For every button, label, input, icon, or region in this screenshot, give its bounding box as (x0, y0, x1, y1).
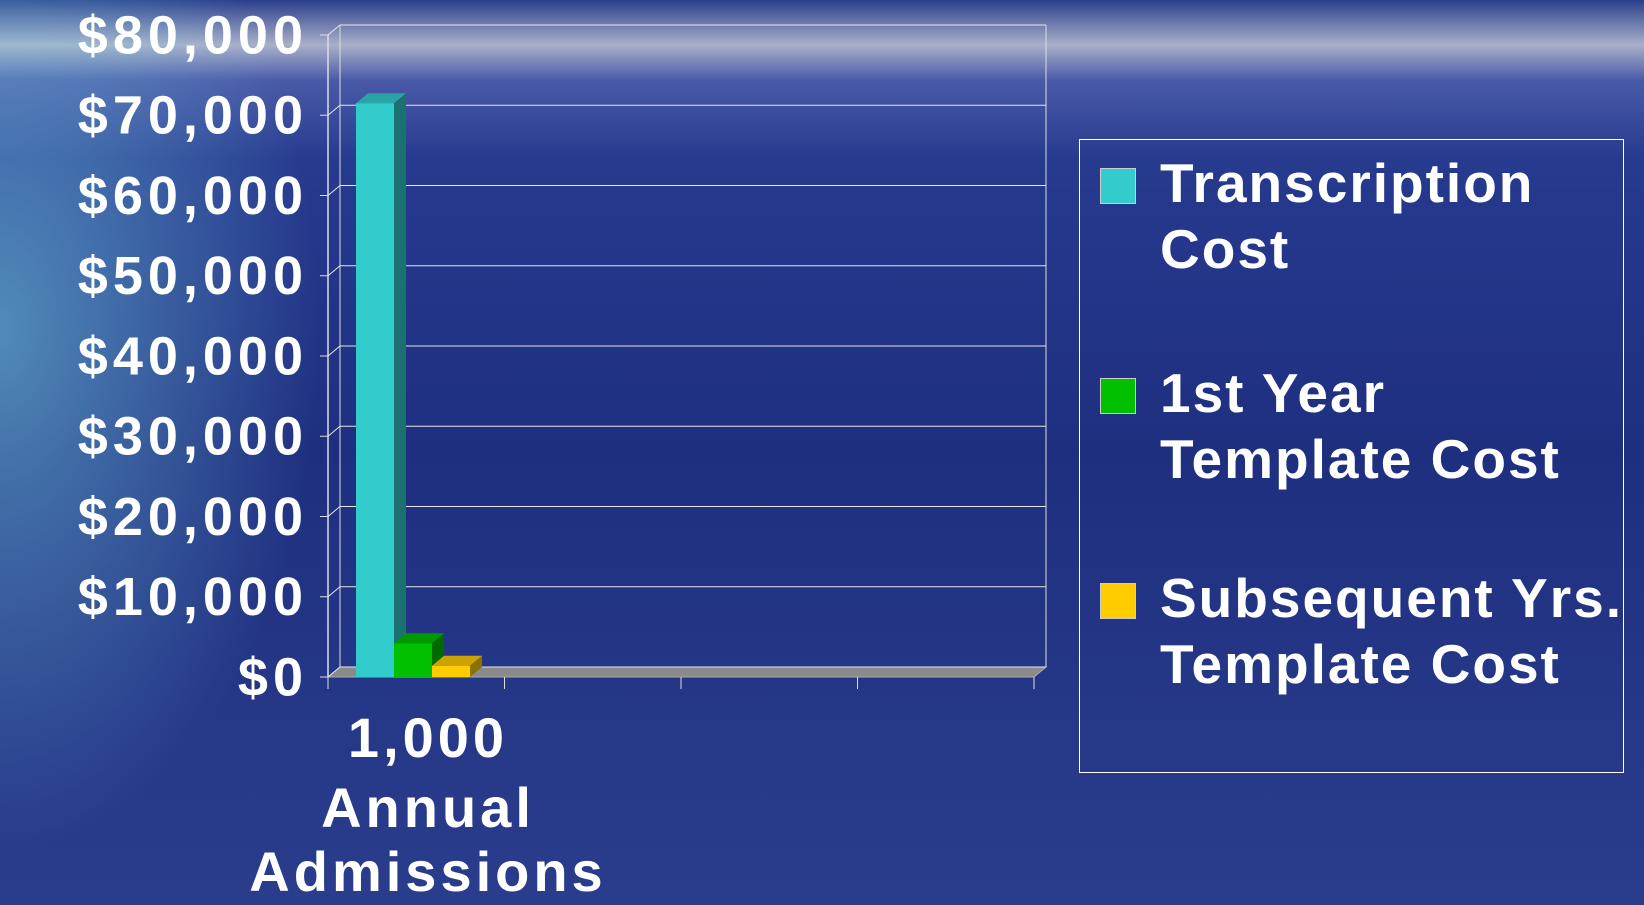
grid-line (327, 666, 341, 678)
y-tick-label: $30,000 (78, 407, 308, 467)
legend-swatch (1100, 583, 1136, 619)
x-axis-label: Annual Admissions (249, 776, 607, 903)
legend-label: 1st Year Template Cost (1160, 362, 1561, 490)
y-tick-label: $50,000 (78, 246, 308, 306)
y-tick-label: $70,000 (78, 86, 308, 146)
bar-side (470, 655, 482, 677)
y-tick-label: $10,000 (78, 567, 308, 627)
y-tick-label: $60,000 (78, 166, 308, 226)
grid-line (327, 104, 341, 116)
y-tick-label: $0 (238, 647, 308, 707)
bar (432, 665, 470, 677)
grid-line (327, 506, 341, 517)
bar-side (394, 93, 406, 677)
grid-line (327, 265, 341, 277)
grid-line (327, 185, 341, 196)
y-tick-label: $40,000 (78, 326, 308, 386)
grid-line (327, 425, 341, 437)
legend: Transcription Cost 1st Year Template Cost… (1079, 139, 1624, 773)
x-tick-label: 1,000 (347, 706, 509, 769)
bar-top (432, 655, 482, 666)
bar (394, 643, 432, 677)
y-tick-label: $20,000 (78, 487, 308, 547)
grid-line (327, 345, 341, 357)
legend-swatch (1100, 378, 1136, 414)
grid-line (327, 24, 341, 36)
bar (356, 103, 394, 677)
bar-top (356, 93, 406, 104)
y-tick-label: $80,000 (78, 5, 308, 65)
legend-label: Subsequent Yrs. Template Cost (1160, 567, 1623, 695)
bar-top (394, 633, 444, 644)
legend-swatch (1100, 168, 1136, 204)
grid-line (327, 586, 341, 598)
legend-label: Transcription Cost (1160, 152, 1535, 280)
